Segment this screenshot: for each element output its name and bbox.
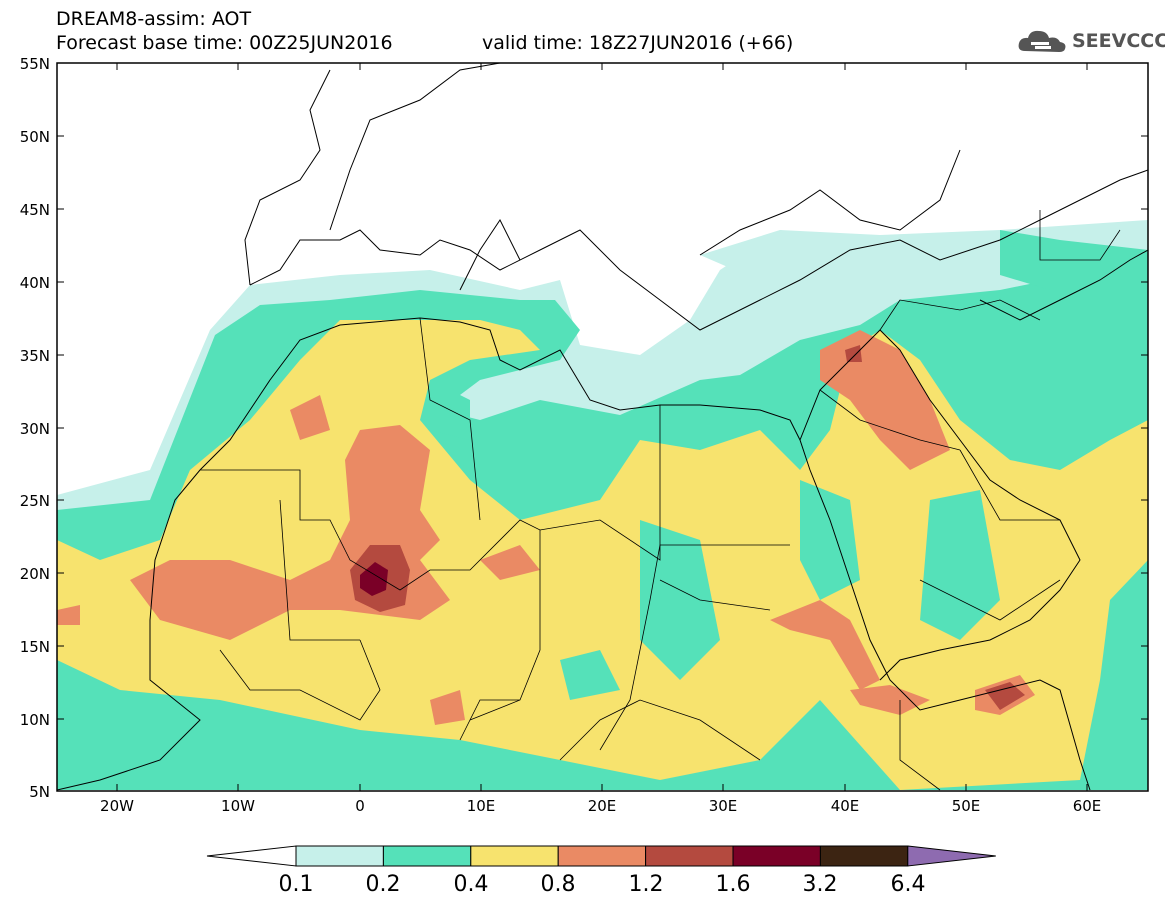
lat-label: 55N	[20, 55, 50, 73]
lon-label: 10W	[221, 797, 255, 815]
lon-label: 60E	[1073, 797, 1102, 815]
lon-label: 0	[355, 797, 365, 815]
aot-field	[57, 63, 1148, 791]
colorbar-swatch	[819, 845, 909, 867]
lon-label: 10E	[467, 797, 496, 815]
lat-label: 30N	[20, 420, 50, 438]
colorbar-swatch	[645, 845, 734, 867]
colorbar-label: 0.4	[453, 872, 489, 897]
colorbar-label: 3.2	[802, 872, 838, 897]
lat-label: 50N	[20, 128, 50, 146]
lat-label: 5N	[29, 783, 50, 801]
colorbar-swatch	[295, 845, 384, 867]
colorbar-overflow-triangle	[907, 845, 996, 867]
colorbar-label: 6.4	[890, 872, 926, 897]
seevccc-logo: SEEVCCC	[1017, 27, 1165, 55]
lat-label: 20N	[20, 565, 50, 583]
colorbar-swatch	[557, 845, 647, 867]
lat-ticks	[57, 135, 1148, 720]
colorbar	[206, 845, 996, 867]
country-borders	[200, 210, 1121, 791]
colorbar-label: 1.2	[628, 872, 664, 897]
lat-label: 10N	[20, 711, 50, 729]
valid-time: valid time: 18Z27JUN2016 (+66)	[482, 32, 794, 54]
colorbar-label: 1.6	[715, 872, 751, 897]
lon-label: 20W	[100, 797, 134, 815]
map-title: DREAM8-assim: AOT	[56, 8, 252, 30]
colorbar-underflow-triangle	[206, 845, 297, 867]
colorbar-label: 0.8	[540, 872, 576, 897]
logo-text: SEEVCCC	[1072, 30, 1165, 52]
colorbar-swatch	[382, 845, 472, 867]
colorbar-label: 0.2	[365, 872, 401, 897]
lon-label: 30E	[709, 797, 738, 815]
lat-label: 40N	[20, 274, 50, 292]
coastlines	[57, 63, 1148, 791]
lat-label: 35N	[20, 347, 50, 365]
lon-label: 20E	[588, 797, 617, 815]
lat-labels: 55N 50N 45N 40N 35N 30N 25N 20N 15N 10N …	[20, 55, 50, 801]
cloud-icon	[1018, 30, 1066, 52]
lon-ticks	[116, 63, 1088, 791]
colorbar-swatch	[732, 845, 821, 867]
lon-label: 50E	[952, 797, 981, 815]
lon-label: 40E	[831, 797, 860, 815]
lon-labels: 20W 10W 0 10E 20E 30E 40E 50E 60E	[100, 797, 1101, 815]
lat-label: 15N	[20, 638, 50, 656]
colorbar-label: 0.1	[278, 872, 314, 897]
forecast-base-time: Forecast base time: 00Z25JUN2016	[56, 32, 393, 54]
colorbar-swatch	[470, 845, 559, 867]
lat-label: 45N	[20, 201, 50, 219]
lat-label: 25N	[20, 492, 50, 510]
